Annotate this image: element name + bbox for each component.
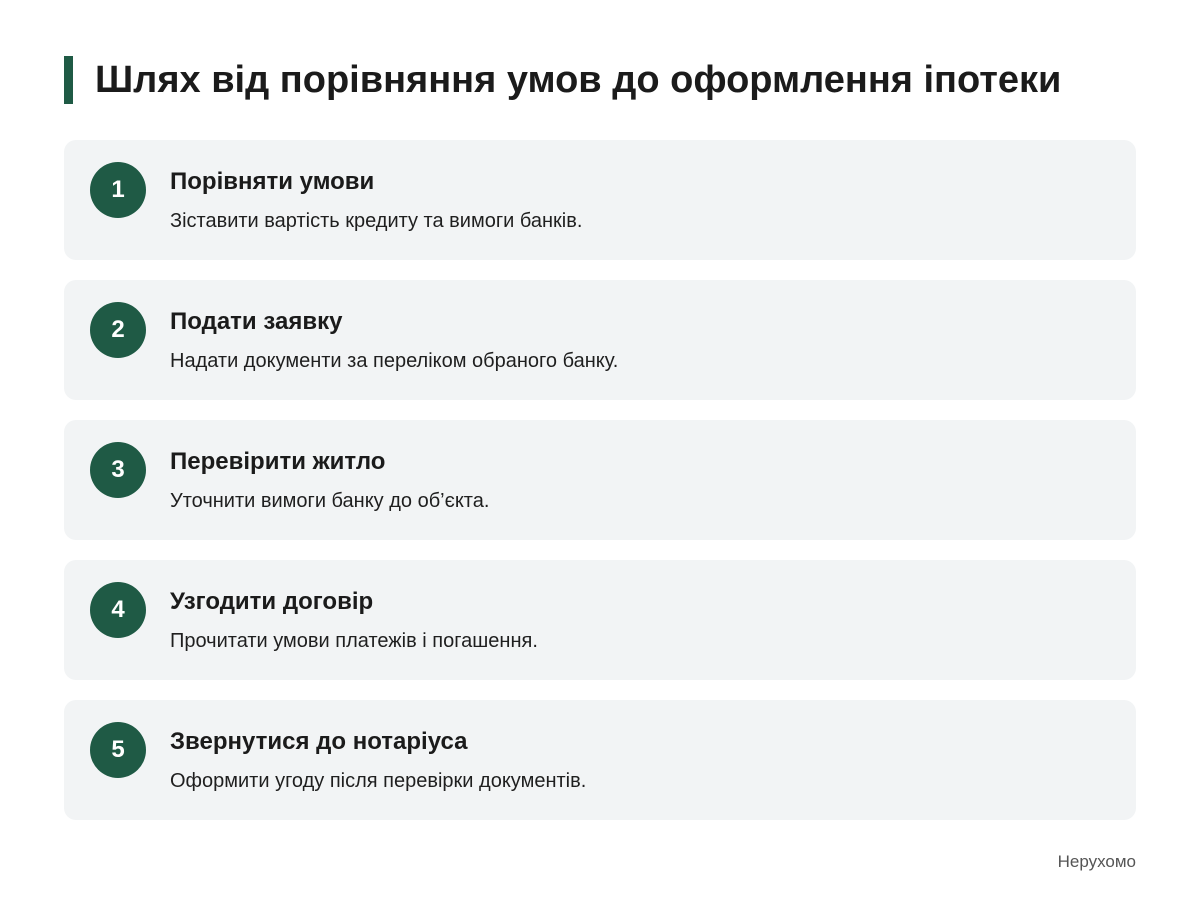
step-description: Зіставити вартість кредиту та вимоги бан… xyxy=(170,210,583,232)
step-card-2: 2 Подати заявку Надати документи за пере… xyxy=(64,280,1136,400)
step-card-5: 5 Звернутися до нотаріуса Оформити угоду… xyxy=(64,700,1136,820)
step-title: Перевірити житло xyxy=(170,448,386,475)
page-header: Шлях від порівняння умов до оформлення і… xyxy=(64,56,1061,104)
step-description: Надати документи за переліком обраного б… xyxy=(170,350,619,372)
step-card-1: 1 Порівняти умови Зіставити вартість кре… xyxy=(64,140,1136,260)
step-card-3: 3 Перевірити житло Уточнити вимоги банку… xyxy=(64,420,1136,540)
step-title: Подати заявку xyxy=(170,308,343,335)
source-credit: Нерухомо xyxy=(1057,852,1136,871)
step-number-badge: 4 xyxy=(90,582,146,638)
step-number-badge: 5 xyxy=(90,722,146,778)
step-description: Уточнити вимоги банку до об’єкта. xyxy=(170,490,490,512)
steps-list: 1 Порівняти умови Зіставити вартість кре… xyxy=(64,140,1136,840)
step-title: Звернутися до нотаріуса xyxy=(170,728,468,755)
step-title: Порівняти умови xyxy=(170,168,375,195)
step-title: Узгодити договір xyxy=(170,588,374,615)
step-description: Оформити угоду після перевірки документі… xyxy=(170,770,587,792)
title-accent-bar xyxy=(64,56,73,104)
step-description: Прочитати умови платежів і погашення. xyxy=(170,630,538,652)
step-number-badge: 2 xyxy=(90,302,146,358)
step-number-badge: 1 xyxy=(90,162,146,218)
step-number-badge: 3 xyxy=(90,442,146,498)
step-card-4: 4 Узгодити договір Прочитати умови плате… xyxy=(64,560,1136,680)
page-title: Шлях від порівняння умов до оформлення і… xyxy=(95,59,1062,101)
